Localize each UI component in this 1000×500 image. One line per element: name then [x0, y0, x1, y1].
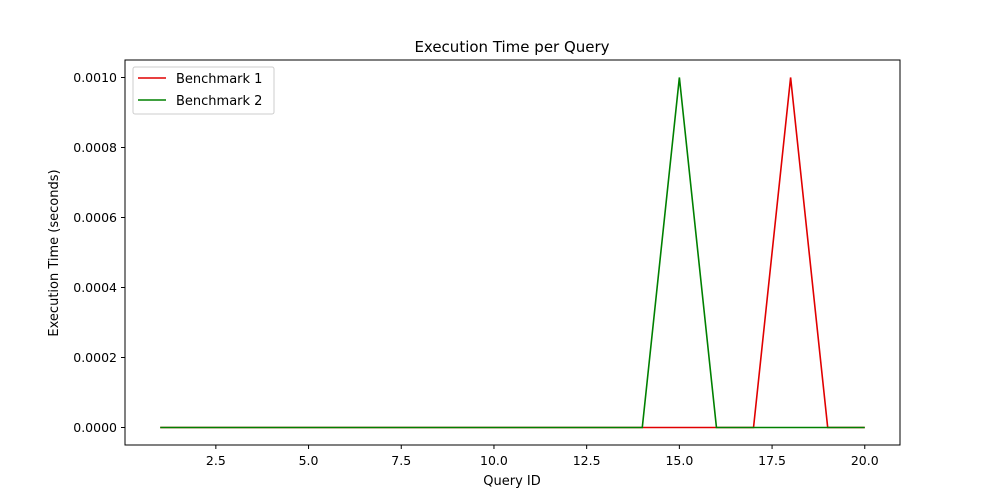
x-tick-label: 10.0: [480, 453, 508, 468]
x-tick-label: 2.5: [206, 453, 226, 468]
x-tick-label: 7.5: [391, 453, 411, 468]
x-axis-ticks: 2.5 5.0 7.5 10.0 12.5 15.0 17.5 20.0: [206, 445, 879, 468]
x-tick-label: 20.0: [851, 453, 879, 468]
x-tick-label: 17.5: [758, 453, 786, 468]
y-tick-label: 0.0010: [73, 70, 117, 85]
chart-title: Execution Time per Query: [414, 38, 609, 56]
y-tick-label: 0.0004: [73, 280, 117, 295]
y-tick-label: 0.0002: [73, 350, 117, 365]
y-axis-label: Execution Time (seconds): [47, 169, 62, 336]
series-line-benchmark-2: [160, 77, 865, 429]
y-tick-label: 0.0008: [73, 140, 117, 155]
legend-label-benchmark-2: Benchmark 2: [176, 94, 262, 109]
y-tick-label: 0.0006: [73, 210, 117, 225]
x-tick-label: 5.0: [299, 453, 319, 468]
x-axis-label: Query ID: [483, 474, 540, 489]
plot-frame: [124, 59, 901, 446]
y-tick-label: 0.0000: [73, 420, 117, 435]
y-axis-ticks: 0.0000 0.0002 0.0004 0.0006 0.0008 0.0010: [73, 70, 125, 435]
series-layer: [160, 77, 865, 429]
legend: Benchmark 1 Benchmark 2: [132, 66, 275, 115]
x-tick-label: 12.5: [573, 453, 601, 468]
x-tick-label: 15.0: [665, 453, 693, 468]
legend-frame: [132, 66, 275, 115]
series-line-benchmark-1: [160, 77, 865, 429]
legend-label-benchmark-1: Benchmark 1: [176, 72, 262, 87]
